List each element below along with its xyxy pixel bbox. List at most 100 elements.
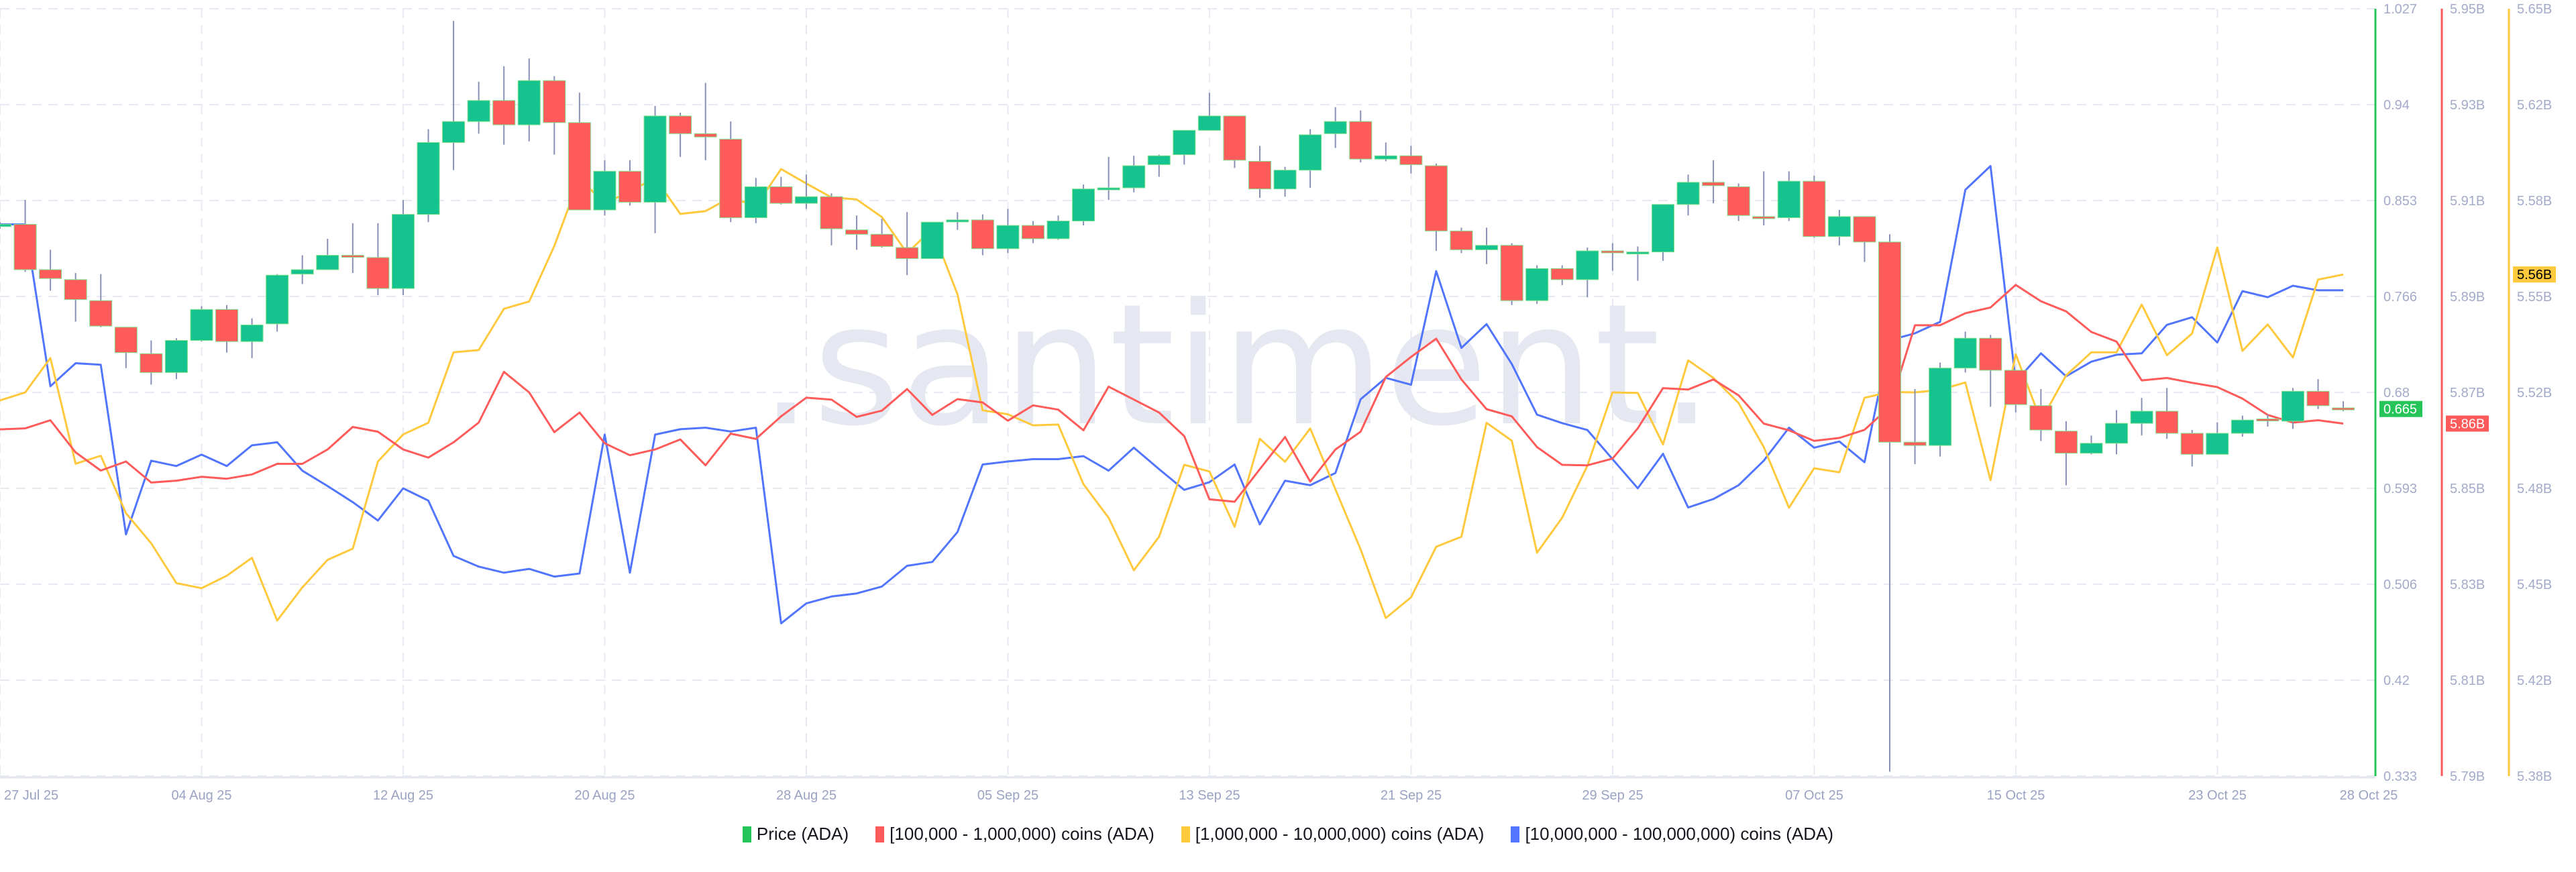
candle-body <box>794 196 818 204</box>
candle-body <box>1450 230 1473 250</box>
candle-body <box>2281 390 2304 422</box>
1m-10m-last-value-badge <box>2513 266 2556 283</box>
100k-1m-axis-tick-label: 5.95B <box>2450 2 2485 17</box>
candle-body <box>920 221 944 260</box>
candle-body <box>845 229 869 235</box>
candle-body <box>1979 337 2002 371</box>
candle <box>64 272 87 322</box>
candle-body <box>164 340 188 373</box>
candle-body <box>2180 433 2204 455</box>
candle <box>1752 171 1776 226</box>
candle-body <box>2155 411 2179 434</box>
candle-body <box>1777 180 1801 219</box>
series-line-100k-1m <box>0 284 2344 503</box>
candle-body <box>1324 121 1347 134</box>
candle <box>164 338 188 380</box>
100k-1m-last-value-label: 5.86B <box>2450 417 2485 431</box>
1m-10m-axis-tick-label: 5.62B <box>2517 98 2552 113</box>
candle-body <box>769 186 793 204</box>
candle <box>2004 370 2027 413</box>
legend-item-price[interactable]: Price (ADA) <box>742 824 849 844</box>
candle <box>996 209 1020 254</box>
price-candles <box>0 21 2355 772</box>
candle <box>2206 422 2229 455</box>
candle <box>114 327 138 368</box>
candle-body <box>1374 155 1397 160</box>
x-tick-label: 21 Sep 25 <box>1381 788 1442 803</box>
legend-item-10m-100m[interactable]: [10,000,000 - 100,000,000) coins (ADA) <box>1511 824 1833 844</box>
candle-body <box>140 353 163 373</box>
candle <box>1072 184 1095 226</box>
candle <box>2130 398 2153 436</box>
candle-body <box>1626 252 1650 255</box>
candle <box>643 106 667 233</box>
candle <box>1576 248 1599 298</box>
legend-swatch-price <box>742 826 751 842</box>
1m-10m-axis-tick-label: 5.58B <box>2517 194 2552 209</box>
candle <box>1651 204 1674 261</box>
candle-body <box>719 139 743 219</box>
candle <box>1046 215 1070 240</box>
candle <box>1777 171 1801 221</box>
candle-body <box>2029 405 2053 431</box>
candle-body <box>1525 268 1549 301</box>
100k-1m-axis-tick-label: 5.89B <box>2450 290 2485 305</box>
candle <box>1450 227 1473 254</box>
100k-1m-axis-tick-label: 5.79B <box>2450 769 2485 784</box>
1m-10m-axis-tick-label: 5.48B <box>2517 482 2552 496</box>
candle-body <box>442 121 466 143</box>
candle <box>543 76 566 155</box>
candle <box>1903 389 1927 465</box>
candle-body <box>467 100 490 122</box>
candle-body <box>190 309 213 341</box>
candle-body <box>1929 368 1952 446</box>
candle-body <box>2130 411 2153 424</box>
candle <box>1147 154 1171 177</box>
price-axis-tick-label: 0.42 <box>2383 673 2410 688</box>
candle <box>467 81 490 134</box>
candle <box>417 129 440 223</box>
100k-1m-axis-tick-label: 5.83B <box>2450 578 2485 592</box>
candle-body <box>2054 431 2078 454</box>
legend-item-100k-1m[interactable]: [100,000 - 1,000,000) coins (ADA) <box>875 824 1155 844</box>
candle <box>845 215 869 250</box>
legend-label: [100,000 - 1,000,000) coins (ADA) <box>890 824 1155 844</box>
candle <box>266 274 289 332</box>
candle-body <box>1953 337 1977 369</box>
candle <box>2180 430 2204 467</box>
candle-body <box>0 223 11 227</box>
candle-body <box>290 269 314 275</box>
candle <box>1173 129 1196 165</box>
legend: Price (ADA) [100,000 - 1,000,000) coins … <box>0 824 2576 844</box>
candle <box>568 93 591 211</box>
candle <box>2054 421 2078 486</box>
legend-label: [10,000,000 - 100,000,000) coins (ADA) <box>1525 824 1834 844</box>
candle <box>517 58 541 142</box>
1m-10m-axis-tick-label: 5.65B <box>2517 2 2552 17</box>
x-tick-label: 05 Sep 25 <box>977 788 1038 803</box>
legend-label: [1,000,000 - 10,000,000) coins (ADA) <box>1195 824 1485 844</box>
candle-body <box>669 115 692 134</box>
candle-body <box>1399 155 1423 165</box>
candle <box>1424 163 1448 252</box>
candle <box>1021 221 1044 243</box>
legend-item-1m-10m[interactable]: [1,000,000 - 10,000,000) coins (ADA) <box>1181 824 1485 844</box>
candle <box>1273 166 1297 197</box>
candle <box>1601 243 1624 271</box>
candle <box>492 66 516 145</box>
price-axis-tick-label: 0.333 <box>2383 769 2417 784</box>
candle-body <box>2306 390 2330 406</box>
candle-body <box>2004 370 2027 405</box>
candle <box>442 21 466 170</box>
candle-body <box>568 122 591 211</box>
100k-1m-axis-tick-label: 5.91B <box>2450 194 2485 209</box>
x-tick-label: 28 Oct 25 <box>2340 788 2398 803</box>
legend-swatch-100k-1m <box>875 826 885 842</box>
candle <box>1626 246 1650 281</box>
candle <box>240 318 264 358</box>
candle-body <box>366 257 390 289</box>
candle <box>1349 110 1373 163</box>
candle-body <box>1676 182 1700 205</box>
100k-1m-axis-tick-label: 5.87B <box>2450 386 2485 400</box>
candle <box>669 112 692 157</box>
